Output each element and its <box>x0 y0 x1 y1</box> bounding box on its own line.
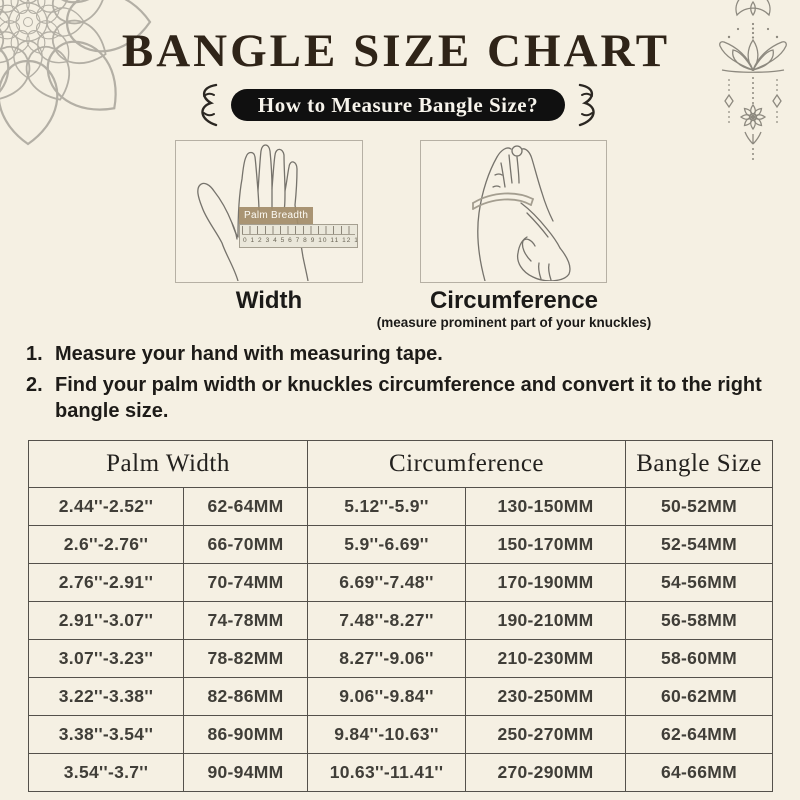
table-cell: 2.91''-3.07'' <box>28 601 184 640</box>
table-cell: 3.54''-3.7'' <box>28 753 184 792</box>
table-cell: 2.76''-2.91'' <box>28 563 184 602</box>
circumference-figure <box>420 140 607 283</box>
page-title: BANGLE SIZE CHART <box>121 25 671 77</box>
table-cell: 7.48''-8.27'' <box>307 601 466 640</box>
instruction-item-1: 1. Measure your hand with measuring tape… <box>26 341 778 367</box>
table-cell: 150-170MM <box>465 525 626 564</box>
circumference-note: (measure prominent part of your knuckles… <box>376 315 652 330</box>
size-table-body: 2.44''-2.52'' 62-64MM 5.12''-5.9'' 130-150M… <box>28 487 773 792</box>
table-cell: 2.6''-2.76'' <box>28 525 184 564</box>
table-cell: 2.44''-2.52'' <box>28 487 184 526</box>
table-row: 2.44''-2.52'' 62-64MM 5.12''-5.9'' 130-150M… <box>28 487 773 526</box>
table-row: 2.6''-2.76'' 66-70MM 5.9''-6.69'' 150-170MM… <box>28 525 773 564</box>
table-cell: 64-66MM <box>625 753 773 792</box>
table-cell: 52-54MM <box>625 525 773 564</box>
instruction-number: 1. <box>26 343 43 365</box>
table-cell: 130-150MM <box>465 487 626 526</box>
table-row: 3.07''-3.23'' 78-82MM 8.27''-9.06'' 210-230… <box>28 639 773 678</box>
table-cell: 270-290MM <box>465 753 626 792</box>
header-palm-width: Palm Width <box>28 440 308 488</box>
table-cell: 9.06''-9.84'' <box>307 677 466 716</box>
width-figure: Palm Breadth 0 1 2 3 4 5 6 7 8 9 10 11 1… <box>175 140 363 283</box>
table-cell: 8.27''-9.06'' <box>307 639 466 678</box>
table-cell: 9.84''-10.63'' <box>307 715 466 754</box>
ruler: 0 1 2 3 4 5 6 7 8 9 10 11 12 13 14 <box>239 224 358 248</box>
instructions: 1. Measure your hand with measuring tape… <box>26 341 778 429</box>
table-header-row: Palm Width Circumference Bangle Size <box>28 440 773 488</box>
flourish-left-icon <box>201 83 218 127</box>
table-cell: 78-82MM <box>183 639 308 678</box>
table-cell: 62-64MM <box>183 487 308 526</box>
table-cell: 210-230MM <box>465 639 626 678</box>
table-cell: 54-56MM <box>625 563 773 602</box>
table-cell: 86-90MM <box>183 715 308 754</box>
instruction-text: Find your palm width or knuckles circumf… <box>55 374 762 422</box>
table-cell: 170-190MM <box>465 563 626 602</box>
table-cell: 3.22''-3.38'' <box>28 677 184 716</box>
table-cell: 3.38''-3.54'' <box>28 715 184 754</box>
measure-badge: How to Measure Bangle Size? <box>230 89 566 121</box>
table-cell: 3.07''-3.23'' <box>28 639 184 678</box>
table-cell: 56-58MM <box>625 601 773 640</box>
hand-circumference-illustration <box>472 145 571 281</box>
ruler-ticks <box>242 226 355 235</box>
table-cell: 50-52MM <box>625 487 773 526</box>
table-cell: 5.12''-5.9'' <box>307 487 466 526</box>
flourish-right-icon <box>578 83 595 127</box>
bangle-size-table: Palm Width Circumference Bangle Size 2.4… <box>28 440 773 792</box>
table-cell: 70-74MM <box>183 563 308 602</box>
table-row: 3.38''-3.54'' 86-90MM 9.84''-10.63'' 250-27… <box>28 715 773 754</box>
instruction-item-2: 2. Find your palm width or knuckles circ… <box>26 372 778 424</box>
table-cell: 82-86MM <box>183 677 308 716</box>
ruler-numbers: 0 1 2 3 4 5 6 7 8 9 10 11 12 13 14 <box>243 237 357 244</box>
palm-breadth-tag: Palm Breadth <box>239 207 313 224</box>
table-row: 3.54''-3.7'' 90-94MM 10.63''-11.41'' 270-29… <box>28 753 773 792</box>
header-circumference: Circumference <box>307 440 626 488</box>
width-caption: Width <box>235 287 303 314</box>
table-cell: 10.63''-11.41'' <box>307 753 466 792</box>
table-row: 2.91''-3.07'' 74-78MM 7.48''-8.27'' 190-210… <box>28 601 773 640</box>
hand-width-illustration <box>197 144 309 281</box>
table-row: 3.22''-3.38'' 82-86MM 9.06''-9.84'' 230-250… <box>28 677 773 716</box>
table-row: 2.76''-2.91'' 70-74MM 6.69''-7.48'' 170-190… <box>28 563 773 602</box>
instruction-number: 2. <box>26 374 43 396</box>
table-cell: 190-210MM <box>465 601 626 640</box>
table-cell: 90-94MM <box>183 753 308 792</box>
table-cell: 58-60MM <box>625 639 773 678</box>
table-cell: 6.69''-7.48'' <box>307 563 466 602</box>
badge-row: How to Measure Bangle Size? <box>0 83 796 127</box>
table-cell: 250-270MM <box>465 715 626 754</box>
table-cell: 5.9''-6.69'' <box>307 525 466 564</box>
table-cell: 62-64MM <box>625 715 773 754</box>
table-cell: 66-70MM <box>183 525 308 564</box>
table-cell: 74-78MM <box>183 601 308 640</box>
header-bangle-size: Bangle Size <box>625 440 773 488</box>
table-cell: 230-250MM <box>465 677 626 716</box>
circumference-caption: Circumference <box>429 287 599 314</box>
table-cell: 60-62MM <box>625 677 773 716</box>
instruction-text: Measure your hand with measuring tape. <box>55 343 443 365</box>
